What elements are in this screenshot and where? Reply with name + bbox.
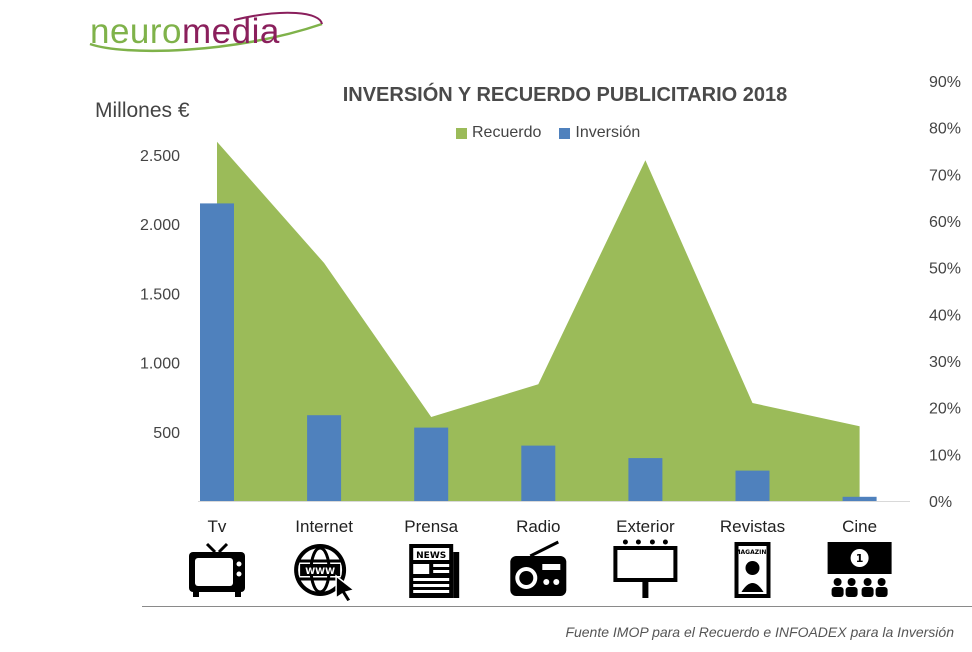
right-axis-tick-label: 10% [929, 447, 961, 464]
source-note: Fuente IMOP para el Recuerdo e INFOADEX … [565, 624, 954, 640]
y-axis-label: Millones € [95, 99, 190, 122]
category-label-prensa: Prensa [404, 517, 458, 536]
right-axis-tick-label: 90% [929, 74, 961, 91]
legend-swatch-recuerdo [456, 127, 467, 139]
right-axis-tick-label: 20% [929, 401, 961, 418]
category-label-revistas: Revistas [720, 517, 785, 536]
category-label-internet: Internet [295, 517, 353, 536]
chart-title: INVERSIÓN Y RECUERDO PUBLICITARIO 2018 [342, 84, 788, 106]
right-axis-tick-label: 80% [929, 121, 961, 138]
axis-layer: 500 1.000 1.500 2.000 2.500 0% 10% 20% 30% 40% 50%… [140, 74, 961, 511]
inversion-bar-layer [200, 203, 877, 501]
category-label-cine: Cine [842, 517, 877, 536]
inversion-bar-cine [842, 496, 877, 501]
left-axis-tick-label: 2.000 [140, 217, 180, 234]
category-icon-layer: WWW NEWS MAGAZINE 1 [189, 539, 892, 603]
radio-icon [510, 540, 567, 596]
inversion-bar-internet [307, 415, 342, 501]
chart-legend: Recuerdo Inversión [456, 124, 658, 142]
newspaper-icon: NEWS [409, 544, 460, 598]
right-axis-tick-label: 30% [929, 354, 961, 371]
legend-label-inversion: Inversión [575, 124, 641, 141]
right-axis-tick-label: 40% [929, 307, 961, 324]
tv-icon [189, 542, 245, 597]
legend-item-inversion: Inversión [559, 124, 640, 142]
footer-divider [142, 606, 972, 607]
brand-part-2: media [182, 12, 280, 51]
legend-label-recuerdo: Recuerdo [472, 124, 542, 141]
recuerdo-area-layer [217, 141, 860, 501]
svg-text:MAGAZINE: MAGAZINE [735, 549, 771, 556]
right-axis-tick-label: 50% [929, 261, 961, 278]
inversion-bar-prensa [414, 427, 449, 501]
inversion-bar-exterior [628, 458, 663, 501]
right-axis-tick-label: 0% [929, 494, 952, 511]
legend-swatch-inversion [559, 127, 571, 139]
inversion-bar-revistas [735, 470, 770, 501]
category-label-exterior: Exterior [616, 517, 675, 536]
left-axis-tick-label: 500 [153, 425, 180, 442]
right-axis-tick-label: 70% [929, 167, 961, 184]
legend-item-recuerdo: Recuerdo [456, 124, 541, 142]
category-label-radio: Radio [516, 517, 560, 536]
left-axis-tick-label: 1.500 [140, 286, 180, 303]
brand-part-1: neuro [90, 12, 183, 51]
recuerdo-area [217, 141, 860, 501]
right-axis-tick-label: 60% [929, 214, 961, 231]
logo-swoosh [89, 11, 323, 53]
cinema-icon: 1 [827, 542, 892, 597]
svg-text:NEWS: NEWS [416, 551, 446, 561]
svg-text:1: 1 [856, 552, 864, 565]
left-axis-tick-label: 1.000 [140, 356, 180, 373]
magazine-icon: MAGAZINE [734, 542, 771, 598]
category-label-tv: Tv [208, 517, 227, 536]
billboard-icon [613, 539, 678, 598]
category-label-layer: Tv Internet Prensa Radio Exterior Revistas Cin… [208, 517, 878, 536]
inversion-bar-radio [521, 445, 556, 501]
inversion-bar-tv [200, 203, 234, 501]
brand-name: neuromedia [90, 12, 280, 52]
neuromedia-logo: neuromedia [84, 4, 334, 62]
internet-globe-icon: WWW [294, 544, 356, 603]
left-axis-tick-label: 2.500 [140, 148, 180, 165]
svg-text:WWW: WWW [305, 567, 335, 577]
